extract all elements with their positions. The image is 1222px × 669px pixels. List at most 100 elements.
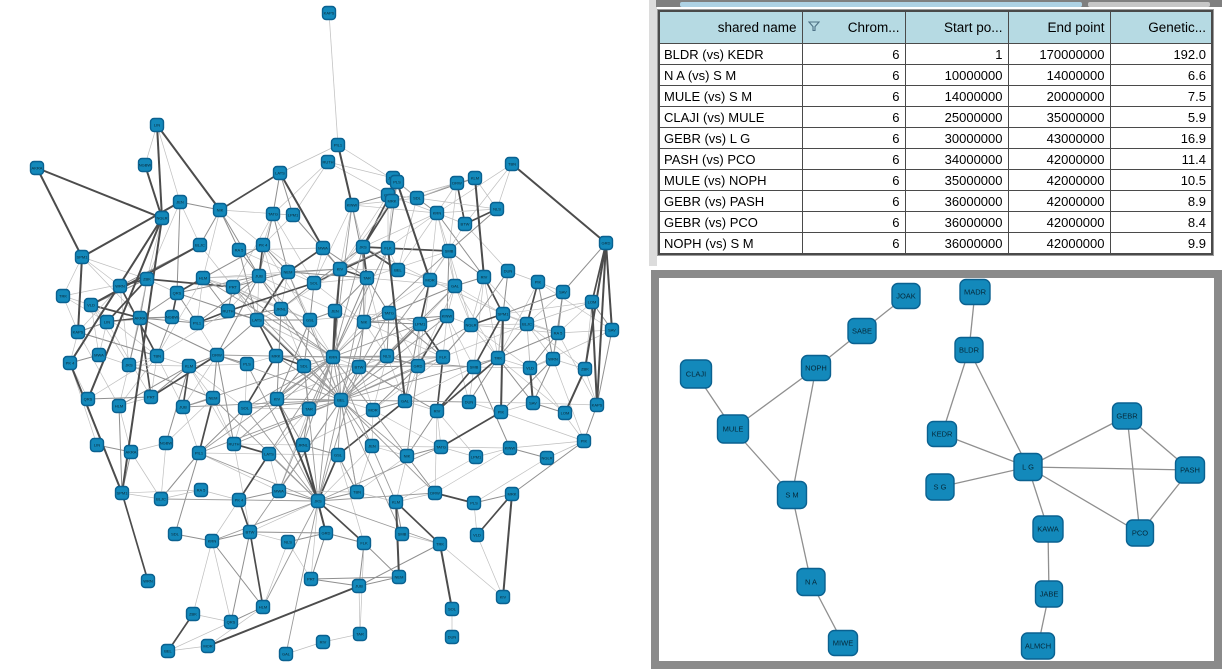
node-sabe[interactable]	[847, 317, 877, 345]
network-node[interactable]	[164, 309, 180, 325]
network-node[interactable]	[91, 347, 107, 363]
network-node[interactable]	[74, 249, 90, 265]
cell-value[interactable]: 6	[801, 211, 906, 233]
network-node[interactable]	[467, 170, 483, 186]
network-node[interactable]	[237, 400, 253, 416]
network-node[interactable]	[390, 262, 406, 278]
network-node[interactable]	[295, 437, 311, 453]
network-node[interactable]	[344, 197, 360, 213]
cell-value[interactable]: 6	[801, 43, 906, 65]
network-node[interactable]	[89, 437, 105, 453]
network-node[interactable]	[330, 137, 346, 153]
column-header-genetic---[interactable]: Genetic...	[1109, 10, 1213, 44]
network-node[interactable]	[397, 393, 413, 409]
cell-value[interactable]: 7.5	[1109, 85, 1213, 107]
network-node[interactable]	[389, 174, 405, 190]
network-node[interactable]	[530, 274, 546, 290]
network-node[interactable]	[209, 347, 225, 363]
network-node[interactable]	[333, 392, 349, 408]
network-node[interactable]	[489, 201, 505, 217]
cell-value[interactable]: 36000000	[904, 211, 1009, 233]
cell-value[interactable]: 25000000	[904, 106, 1009, 128]
cell-value[interactable]: 1	[904, 43, 1009, 65]
cell-value[interactable]: 10.5	[1109, 169, 1213, 191]
network-node[interactable]	[137, 157, 153, 173]
node-kedr[interactable]	[926, 420, 958, 448]
network-node[interactable]	[469, 527, 485, 543]
column-header-end-point[interactable]: End point	[1007, 10, 1111, 44]
network-node[interactable]	[318, 525, 334, 541]
network-node[interactable]	[449, 175, 465, 191]
network-node[interactable]	[62, 355, 78, 371]
cell-shared-name[interactable]: N A (vs) S M	[658, 64, 803, 86]
cell-value[interactable]: 36000000	[904, 232, 1009, 255]
network-node[interactable]	[379, 348, 395, 364]
network-node[interactable]	[255, 237, 271, 253]
network-node[interactable]	[140, 573, 156, 589]
network-node[interactable]	[493, 404, 509, 420]
network-node[interactable]	[231, 492, 247, 508]
node-pco[interactable]	[1125, 519, 1155, 547]
network-node[interactable]	[251, 268, 267, 284]
network-node[interactable]	[476, 269, 492, 285]
table-row[interactable]: MULE (vs) NOPH 6 35000000 42000000 10.5	[658, 169, 1213, 191]
network-node[interactable]	[149, 348, 165, 364]
node-almch[interactable]	[1020, 632, 1056, 660]
cell-value[interactable]: 6	[801, 85, 906, 107]
cell-shared-name[interactable]: GEBR (vs) L G	[658, 127, 803, 149]
network-node[interactable]	[192, 237, 208, 253]
network-node[interactable]	[441, 243, 457, 259]
cell-shared-name[interactable]: MULE (vs) NOPH	[658, 169, 803, 191]
cell-value[interactable]: 6	[801, 127, 906, 149]
network-node[interactable]	[444, 601, 460, 617]
network-node[interactable]	[359, 270, 375, 286]
node-s-g[interactable]	[925, 473, 955, 501]
network-node[interactable]	[422, 272, 438, 288]
cell-shared-name[interactable]: CLAJI (vs) MULE	[658, 106, 803, 128]
network-node[interactable]	[388, 494, 404, 510]
network-node[interactable]	[321, 5, 337, 21]
network-node[interactable]	[466, 495, 482, 511]
network-node[interactable]	[352, 626, 368, 642]
network-node[interactable]	[225, 279, 241, 295]
network-node[interactable]	[212, 202, 228, 218]
cell-shared-name[interactable]: GEBR (vs) PASH	[658, 190, 803, 212]
cell-value[interactable]: 30000000	[904, 127, 1009, 149]
network-node[interactable]	[584, 294, 600, 310]
cell-value[interactable]: 42000000	[1007, 148, 1111, 170]
node-miwe[interactable]	[827, 629, 859, 657]
cell-value[interactable]: 6	[801, 148, 906, 170]
network-node[interactable]	[123, 444, 139, 460]
network-node[interactable]	[121, 357, 137, 373]
network-node[interactable]	[261, 446, 277, 462]
network-node[interactable]	[364, 438, 380, 454]
network-node[interactable]	[160, 643, 176, 659]
network-node[interactable]	[490, 350, 506, 366]
network-node[interactable]	[429, 205, 445, 221]
network-node[interactable]	[330, 447, 346, 463]
cell-value[interactable]: 6.6	[1109, 64, 1213, 86]
network-node[interactable]	[356, 535, 372, 551]
network-node[interactable]	[502, 440, 518, 456]
network-node[interactable]	[432, 536, 448, 552]
network-node[interactable]	[539, 450, 555, 466]
table-row[interactable]: MULE (vs) S M 6 14000000 20000000 7.5	[658, 85, 1213, 107]
network-node[interactable]	[504, 156, 520, 172]
cell-value[interactable]: 36000000	[904, 190, 1009, 212]
network-node[interactable]	[29, 160, 45, 176]
network-node[interactable]	[604, 322, 620, 338]
network-node[interactable]	[167, 526, 183, 542]
network-node[interactable]	[223, 614, 239, 630]
network-node[interactable]	[153, 491, 169, 507]
network-node[interactable]	[351, 578, 367, 594]
cell-value[interactable]: 192.0	[1109, 43, 1213, 65]
network-node[interactable]	[409, 190, 425, 206]
node-l-g[interactable]	[1013, 452, 1043, 482]
cell-value[interactable]: 20000000	[1007, 85, 1111, 107]
network-node[interactable]	[239, 356, 255, 372]
network-node[interactable]	[169, 285, 185, 301]
network-node[interactable]	[315, 634, 331, 650]
node-kawa[interactable]	[1032, 515, 1064, 543]
network-node[interactable]	[327, 303, 343, 319]
